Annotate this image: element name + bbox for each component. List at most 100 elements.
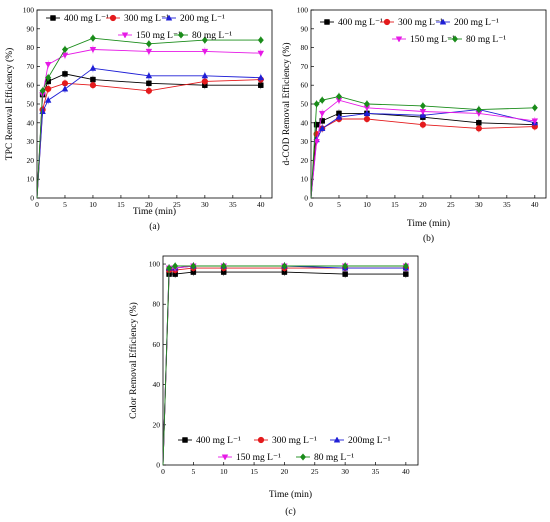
plot-frame xyxy=(162,255,419,466)
y-tick-label: 70 xyxy=(27,62,35,71)
y-tick-label: 10 xyxy=(27,175,35,184)
data-point xyxy=(419,121,427,128)
series-2 xyxy=(36,75,264,199)
y-tick-label: 80 xyxy=(301,43,309,52)
data-point xyxy=(475,125,482,132)
series-5 xyxy=(36,34,264,199)
x-tick-label: 25 xyxy=(447,200,455,209)
x-tick-label: 25 xyxy=(311,467,319,476)
legend-marker xyxy=(177,31,185,39)
x-tick-label: 20 xyxy=(419,200,427,209)
y-tick-label: 0 xyxy=(304,194,308,203)
data-point xyxy=(61,85,69,92)
y-tick-label: 100 xyxy=(297,6,309,15)
legend-label: 300 mg L⁻¹ xyxy=(272,436,317,446)
x-tick-label: 0 xyxy=(35,200,39,209)
legend-marker xyxy=(182,437,188,443)
data-point xyxy=(335,92,343,101)
series-2 xyxy=(310,115,538,199)
data-point xyxy=(476,120,482,126)
data-point xyxy=(90,76,96,83)
y-tick-label: 90 xyxy=(27,24,35,33)
x-tick-label: 15 xyxy=(250,467,258,476)
y-axis-title: Color Removal Efficiency (%) xyxy=(128,302,139,419)
series-4 xyxy=(310,96,539,199)
x-tick-label: 20 xyxy=(281,467,289,476)
y-tick-label: 50 xyxy=(27,100,35,109)
legend-marker xyxy=(165,14,173,21)
y-axis-title: d-COD Removal Efficiency (%) xyxy=(281,42,292,165)
y-tick-label: 100 xyxy=(149,260,161,269)
panel-label: (b) xyxy=(423,233,434,244)
legend-marker xyxy=(257,436,265,444)
y-tick-label: 60 xyxy=(301,81,309,90)
y-tick-label: 50 xyxy=(301,100,309,109)
data-point xyxy=(220,262,227,270)
data-point xyxy=(318,110,326,117)
x-tick-label: 5 xyxy=(63,200,67,209)
legend-marker xyxy=(121,32,129,39)
series-line xyxy=(36,67,261,199)
legend-label: 80 mg L⁻¹ xyxy=(466,35,506,45)
x-tick-label: 35 xyxy=(503,200,511,209)
legend-marker xyxy=(221,454,229,461)
chart-panel-2: 0 5 10 15 20 25 30 35 40 0 10 20 30 40 50 60 70 80 90 100 Ti… xyxy=(281,6,547,244)
legend-marker xyxy=(324,19,330,25)
data-point xyxy=(531,104,538,112)
data-point xyxy=(257,50,265,57)
series-line xyxy=(310,99,535,199)
data-point xyxy=(61,45,69,54)
data-point xyxy=(319,96,326,104)
series-1 xyxy=(162,268,409,466)
legend-marker xyxy=(439,18,447,25)
legend-marker xyxy=(109,14,117,22)
y-tick-label: 60 xyxy=(153,340,161,349)
x-tick-label: 30 xyxy=(341,467,349,476)
y-tick-label: 60 xyxy=(27,81,35,90)
data-point xyxy=(281,262,288,270)
data-point xyxy=(403,271,409,277)
data-point xyxy=(145,87,153,94)
x-axis-title: Time (min) xyxy=(269,489,312,500)
legend: 400 mg L⁻¹ 300 mg L⁻¹ 200 mg L⁻¹ 150 mg L⁻¹… xyxy=(46,14,232,41)
panel-label: (a) xyxy=(149,221,160,232)
series-line xyxy=(36,37,261,199)
legend-label: 80 mg L⁻¹ xyxy=(192,31,232,41)
y-tick-label: 40 xyxy=(301,118,309,127)
legend-marker xyxy=(395,36,403,43)
x-tick-label: 40 xyxy=(531,200,539,209)
y-tick-label: 10 xyxy=(301,175,309,184)
legend: 400 mg L⁻¹ 300 mg L⁻¹ 200 mg L⁻¹ 150 mg L⁻¹… xyxy=(320,18,506,45)
y-tick-label: 30 xyxy=(301,137,309,146)
x-tick-label: 5 xyxy=(337,200,341,209)
data-point xyxy=(363,100,371,108)
data-point xyxy=(258,82,264,88)
data-point xyxy=(335,113,343,120)
y-axis-title: TPC Removal Efficiency (%) xyxy=(4,48,15,160)
data-point xyxy=(342,262,349,270)
data-point xyxy=(313,100,320,108)
data-point xyxy=(342,271,348,277)
x-tick-label: 35 xyxy=(229,200,237,209)
legend-label: 150 mg L⁻¹ xyxy=(236,453,281,463)
data-point xyxy=(313,139,320,146)
series-5 xyxy=(310,92,538,199)
legend-marker xyxy=(50,15,56,21)
series-line xyxy=(36,79,261,199)
data-point xyxy=(475,106,482,114)
series-2 xyxy=(162,264,409,466)
legend-label: 400 mg L⁻¹ xyxy=(196,436,241,446)
series-line xyxy=(162,265,406,466)
legend-label: 200 mg L⁻¹ xyxy=(180,14,225,24)
legend-label: 300 mg L⁻¹ xyxy=(398,18,443,28)
x-tick-label: 30 xyxy=(201,200,209,209)
data-point xyxy=(190,262,197,270)
legend-label: 80 mg L⁻¹ xyxy=(314,453,354,463)
data-point xyxy=(145,72,153,79)
x-tick-label: 15 xyxy=(391,200,399,209)
data-point xyxy=(318,124,326,131)
data-point xyxy=(201,48,209,55)
y-tick-label: 40 xyxy=(153,380,161,389)
x-tick-label: 10 xyxy=(363,200,371,209)
x-tick-label: 40 xyxy=(257,200,265,209)
